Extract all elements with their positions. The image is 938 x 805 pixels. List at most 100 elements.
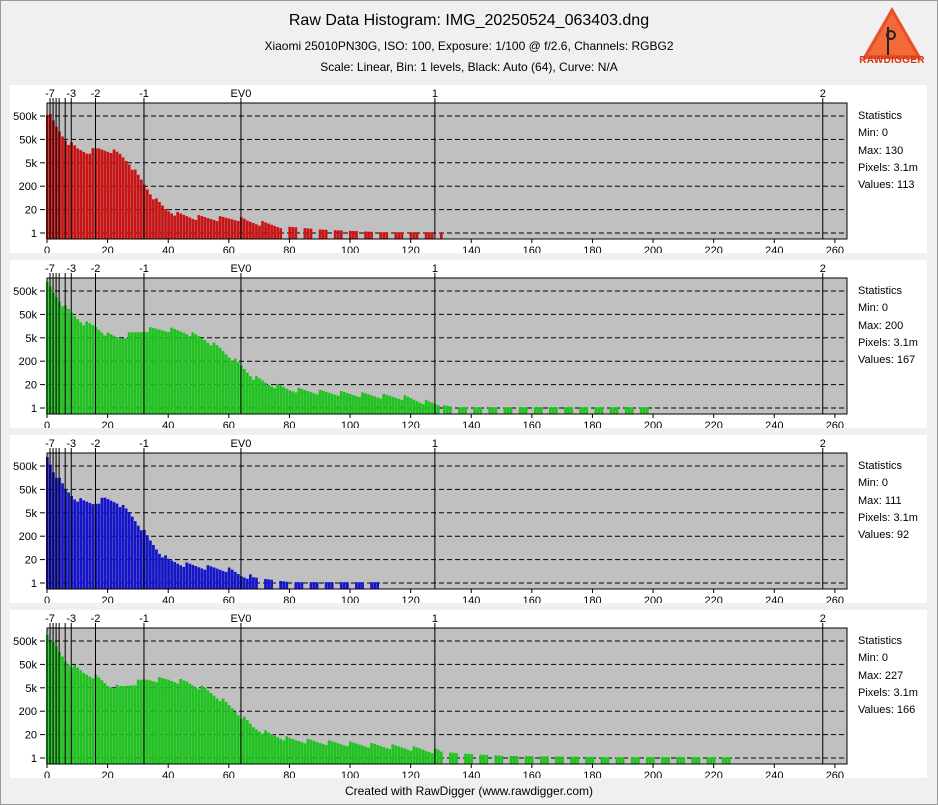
histogram-bar <box>242 369 246 414</box>
histogram-bar <box>412 399 416 414</box>
histogram-bar <box>245 578 249 589</box>
histogram-bar <box>167 679 170 764</box>
stats-heading: Statistics <box>858 635 903 647</box>
histogram-bar <box>667 757 670 764</box>
histogram-bar <box>297 582 301 589</box>
x-tick-label: 100 <box>341 245 359 253</box>
x-tick-label: 260 <box>826 420 844 428</box>
x-tick-label: 100 <box>341 770 359 778</box>
histogram-bar <box>188 335 192 414</box>
histogram-bar <box>170 327 173 414</box>
histogram-bar <box>682 757 686 764</box>
histogram-bar <box>627 407 631 414</box>
histogram-bar <box>139 179 143 239</box>
histogram-bar <box>409 232 413 239</box>
histogram-bar <box>649 757 652 764</box>
histogram-bar <box>136 174 140 239</box>
x-tick-label: 220 <box>704 770 722 778</box>
histogram-bar <box>267 732 270 764</box>
histogram-bar <box>255 577 258 589</box>
histogram-bar <box>518 407 522 414</box>
histogram-bar <box>645 407 649 414</box>
histogram-bar <box>230 708 234 764</box>
histogram-bar <box>130 685 134 764</box>
histogram-bar <box>270 224 273 239</box>
histogram-bar <box>591 757 595 764</box>
histogram-bar <box>221 570 225 589</box>
histogram-bar <box>161 330 164 414</box>
histogram-bar <box>264 730 267 764</box>
histogram-bar <box>270 579 273 589</box>
histogram-bar <box>282 581 286 589</box>
histogram-bar <box>576 756 580 764</box>
histogram-bar <box>230 360 234 414</box>
stats-heading: Statistics <box>858 460 903 472</box>
histogram-bar <box>664 757 667 764</box>
histogram-bar <box>279 580 283 589</box>
histogram-bar <box>261 221 264 239</box>
x-tick-label: 140 <box>462 595 480 603</box>
histogram-bar <box>379 232 383 239</box>
histogram-bar <box>530 756 534 764</box>
histogram-bar <box>370 231 373 239</box>
histogram-bar <box>445 405 449 414</box>
histogram-bar <box>409 398 413 414</box>
histogram-bar <box>364 393 367 414</box>
histogram-bar <box>415 232 419 239</box>
x-tick-label: 120 <box>401 420 419 428</box>
histogram-bar <box>585 407 589 414</box>
histogram-bar <box>545 756 549 764</box>
histogram-bar <box>185 681 189 764</box>
stats-min: Min: 0 <box>858 127 888 140</box>
histogram-bar <box>203 569 207 589</box>
y-tick-label: 500k <box>13 636 37 648</box>
histogram-panel-g2: 500k 50k 5k 200 20 1 -7 -3 -2 -1 EV0 1 2 0 20 40 60 80 100… <box>10 610 927 778</box>
x-tick-label: 160 <box>523 595 541 603</box>
histogram-bar <box>185 562 189 589</box>
histogram-bar <box>300 742 304 764</box>
ev-label: -7 <box>45 88 55 100</box>
stats-min: Min: 0 <box>858 477 888 490</box>
y-tick-label: 200 <box>19 356 37 368</box>
histogram-bar <box>397 746 401 764</box>
y-tick-label: 500k <box>13 286 37 298</box>
stats-max: Max: 227 <box>858 669 904 682</box>
histogram-bar <box>76 148 80 239</box>
histogram-bar <box>252 223 255 239</box>
histogram-bar <box>330 582 334 589</box>
histogram-bar <box>249 723 252 764</box>
ev-label: -7 <box>45 613 55 625</box>
histogram-bar <box>318 743 322 764</box>
histogram-bar <box>342 745 346 764</box>
y-tick-label: 200 <box>19 531 37 543</box>
histogram-bar <box>409 750 413 764</box>
histogram-bar <box>315 741 319 764</box>
histogram-bar <box>185 216 189 239</box>
histogram-bar <box>394 232 398 239</box>
histogram-bar <box>209 219 213 239</box>
x-tick-label: 240 <box>765 245 783 253</box>
histogram-bar <box>294 740 298 764</box>
histogram-bar <box>436 405 440 414</box>
histogram-bar <box>412 746 416 764</box>
histogram-bar <box>276 227 280 239</box>
histogram-bar <box>200 568 204 589</box>
plot-area <box>47 628 847 764</box>
stats-r: Statistics Min: 0 Max: 130 Pixels: 3.1m … <box>858 108 928 194</box>
x-tick-label: 100 <box>341 595 359 603</box>
histogram-bar <box>306 228 310 239</box>
histogram-bar <box>555 756 558 764</box>
histogram-bar <box>173 328 176 414</box>
histogram-bar <box>391 744 395 764</box>
histogram-bar <box>312 740 316 764</box>
histogram-bar <box>224 354 228 414</box>
histogram-bar <box>361 392 364 414</box>
stats-pixels: Pixels: 3.1m <box>858 161 918 174</box>
histogram-bar <box>106 685 110 764</box>
histogram-bar <box>324 229 328 239</box>
histogram-bar <box>82 325 86 414</box>
x-tick-label: 260 <box>826 595 844 603</box>
histogram-bar <box>182 332 186 414</box>
histogram-bar <box>79 150 83 239</box>
ev-label: 1 <box>432 438 438 450</box>
